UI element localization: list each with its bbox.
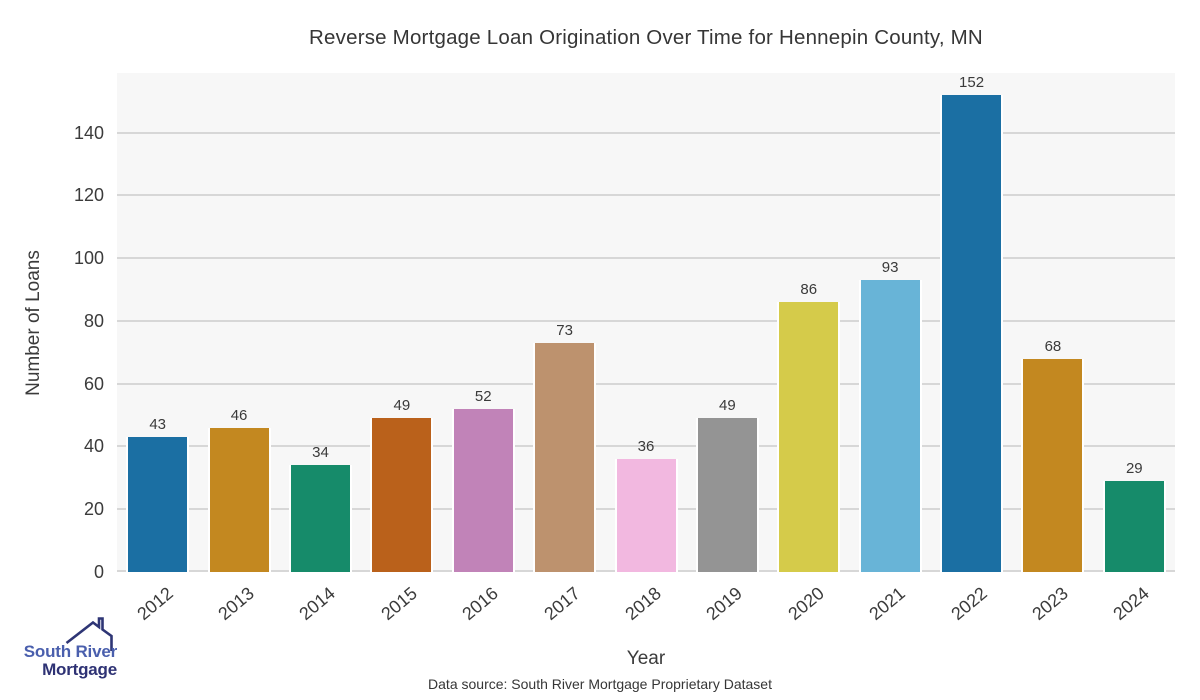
bar-2024 bbox=[1102, 481, 1166, 572]
bar-2018 bbox=[614, 459, 678, 572]
x-tick-label-2022: 2022 bbox=[946, 583, 991, 625]
x-tick-label-2018: 2018 bbox=[621, 583, 665, 625]
gridline-y-40 bbox=[117, 445, 1175, 448]
x-tick-label-2020: 2020 bbox=[784, 583, 828, 625]
x-tick-label-2023: 2023 bbox=[1028, 583, 1072, 625]
bar-value-label-2014: 34 bbox=[312, 444, 329, 462]
bar-2023 bbox=[1021, 358, 1085, 572]
logo-text-line2: Mortgage bbox=[42, 660, 117, 679]
bar-2014 bbox=[288, 465, 352, 572]
x-axis-title: Year bbox=[626, 648, 666, 669]
chart-title: Reverse Mortgage Loan Origination Over T… bbox=[309, 26, 983, 49]
bar-value-label-2015: 49 bbox=[393, 397, 411, 415]
bar-2021 bbox=[858, 280, 922, 572]
gridline-y-60 bbox=[117, 382, 1175, 385]
x-tick-label-2012: 2012 bbox=[133, 583, 177, 625]
y-tick-label-140: 140 bbox=[73, 122, 104, 143]
bar-value-label-2016: 52 bbox=[474, 387, 492, 405]
plot-area: 43 46 34 49 52 73 36 49 86 93 152 68 29 bbox=[117, 73, 1175, 572]
y-tick-label-60: 60 bbox=[83, 373, 104, 394]
bar-value-label-2018: 36 bbox=[637, 438, 655, 456]
y-tick-label-0: 0 bbox=[93, 562, 104, 582]
bar-value-label-2017: 73 bbox=[556, 321, 573, 339]
bar-value-label-2019: 49 bbox=[719, 397, 736, 415]
x-tick-label-2019: 2019 bbox=[702, 583, 747, 625]
bar-value-label-2021: 93 bbox=[881, 259, 899, 277]
x-tick-label-2017: 2017 bbox=[539, 583, 584, 625]
y-tick-label-80: 80 bbox=[83, 310, 104, 331]
bar-value-label-2020: 86 bbox=[800, 281, 818, 299]
bar-2016 bbox=[451, 408, 515, 572]
bar-2013 bbox=[207, 427, 271, 572]
gridline-y-140 bbox=[117, 131, 1175, 134]
y-tick-label-120: 120 bbox=[73, 185, 104, 206]
bar-value-label-2024: 29 bbox=[1125, 460, 1143, 477]
y-tick-label-20: 20 bbox=[83, 499, 104, 520]
logo-text-line1: South River bbox=[23, 642, 117, 661]
house-roof-icon bbox=[65, 617, 113, 651]
bar-2015 bbox=[370, 418, 434, 572]
x-tick-label-2021: 2021 bbox=[865, 583, 909, 625]
x-tick-label-2024: 2024 bbox=[1109, 583, 1154, 625]
bar-value-label-2023: 68 bbox=[1044, 337, 1062, 355]
gridline-y-100 bbox=[117, 257, 1175, 260]
gridline-y-80 bbox=[117, 319, 1175, 322]
y-tick-label-40: 40 bbox=[83, 436, 104, 457]
bar-2022 bbox=[940, 94, 1004, 572]
x-tick-label-2015: 2015 bbox=[377, 583, 421, 625]
bar-value-label-2013: 46 bbox=[230, 406, 248, 424]
x-tick-label-2014: 2014 bbox=[295, 583, 340, 625]
bar-value-label-2022: 152 bbox=[959, 73, 985, 91]
x-tick-label-2013: 2013 bbox=[214, 583, 258, 625]
logo: South River Mortgage bbox=[0, 596, 130, 688]
x-tick-label-2016: 2016 bbox=[458, 583, 503, 625]
y-tick-label-100: 100 bbox=[73, 248, 104, 269]
gridline-y-120 bbox=[117, 194, 1175, 197]
bar-2019 bbox=[695, 418, 759, 572]
bar-value-label-2012: 43 bbox=[149, 416, 167, 434]
bar-2020 bbox=[777, 302, 841, 572]
bar-2012 bbox=[126, 437, 190, 572]
bar-2017 bbox=[533, 342, 597, 572]
data-source-note: Data source: South River Mortgage Propri… bbox=[428, 676, 772, 692]
